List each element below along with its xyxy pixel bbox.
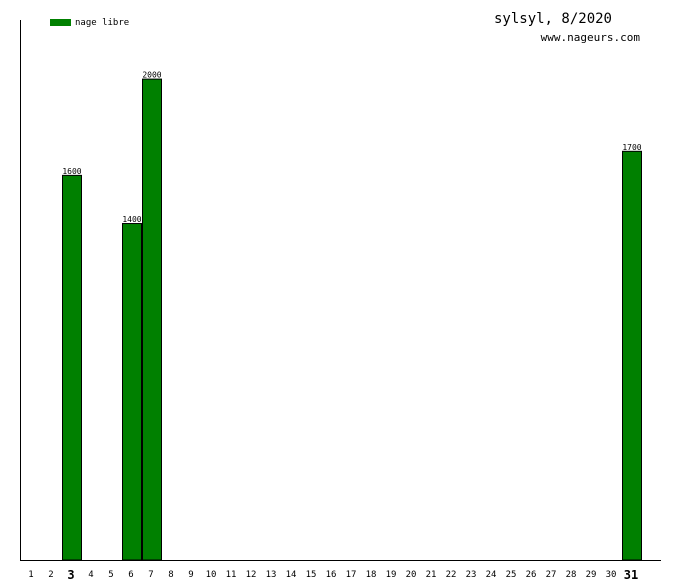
- x-tick-22: 22: [446, 570, 457, 580]
- x-tick-2: 2: [48, 570, 53, 580]
- x-tick-31: 31: [624, 568, 638, 580]
- bar-day-3: [62, 174, 82, 561]
- x-tick-20: 20: [406, 570, 417, 580]
- bar-label-day-3: 1600: [62, 167, 81, 176]
- x-tick-7: 7: [148, 570, 153, 580]
- x-tick-21: 21: [426, 570, 437, 580]
- legend-label: nage libre: [75, 18, 129, 28]
- bar-label-day-7: 2000: [142, 71, 161, 80]
- x-tick-8: 8: [168, 570, 173, 580]
- x-tick-27: 27: [546, 570, 557, 580]
- x-tick-14: 14: [286, 570, 297, 580]
- x-tick-19: 19: [386, 570, 397, 580]
- x-tick-23: 23: [466, 570, 477, 580]
- x-tick-1: 1: [28, 570, 33, 580]
- x-tick-30: 30: [606, 570, 617, 580]
- x-tick-13: 13: [266, 570, 277, 580]
- x-tick-10: 10: [206, 570, 217, 580]
- x-tick-4: 4: [88, 570, 93, 580]
- x-tick-25: 25: [506, 570, 517, 580]
- x-tick-28: 28: [566, 570, 577, 580]
- x-tick-24: 24: [486, 570, 497, 580]
- bars-group: 1600 1400 2000 1700: [62, 71, 642, 561]
- x-tick-6: 6: [128, 570, 133, 580]
- x-tick-15: 15: [306, 570, 317, 580]
- bar-label-day-6: 1400: [122, 215, 141, 224]
- x-tick-3: 3: [67, 568, 74, 580]
- x-tick-18: 18: [366, 570, 377, 580]
- site-url: www.nageurs.com: [541, 31, 641, 44]
- x-tick-5: 5: [108, 570, 113, 580]
- x-tick-12: 12: [246, 570, 257, 580]
- bar-day-6: [122, 223, 142, 561]
- bar-day-7: [142, 78, 162, 561]
- x-tick-11: 11: [226, 570, 237, 580]
- x-tick-16: 16: [326, 570, 337, 580]
- x-tick-9: 9: [188, 570, 193, 580]
- x-tick-17: 17: [346, 570, 357, 580]
- chart-title: sylsyl, 8/2020: [494, 11, 612, 27]
- legend-swatch: [50, 19, 71, 26]
- x-tick-labels: 1 2 3 4 5 6 7 8 9 10 11 12 13 14 15 16 17 18 19 20 21 22 23 24 2…: [28, 568, 638, 580]
- bar-day-31: [622, 150, 642, 561]
- bar-label-day-31: 1700: [622, 143, 641, 152]
- x-tick-29: 29: [586, 570, 597, 580]
- x-tick-26: 26: [526, 570, 537, 580]
